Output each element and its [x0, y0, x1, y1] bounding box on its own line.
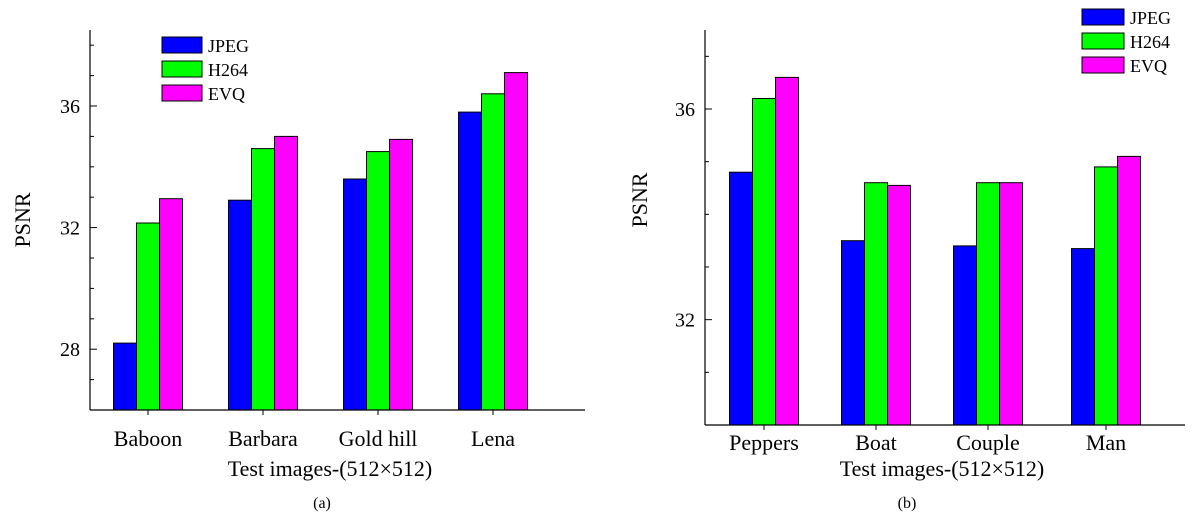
- bar-barbara-evq: [274, 135, 298, 411]
- y-tick-label-32: 32: [675, 310, 695, 332]
- x-axis-label: Test images-(512×512): [840, 456, 1045, 481]
- bar-boat-jpeg: [841, 240, 865, 426]
- bar-man-jpeg: [1071, 248, 1095, 426]
- bar-lena-evq: [504, 72, 528, 411]
- panel-label: (b): [898, 495, 917, 512]
- panel-label: (a): [313, 495, 331, 512]
- y-axis-label: PSNR: [10, 192, 35, 247]
- bar-boat-h264: [864, 182, 888, 426]
- bar-lena-jpeg: [458, 111, 482, 411]
- bar-baboon-jpeg: [113, 342, 137, 411]
- y-tick-label-36: 36: [675, 99, 695, 121]
- legend-swatch-h264: [1081, 32, 1125, 50]
- legend-swatch-evq: [161, 84, 203, 102]
- category-label-boat: Boat: [855, 430, 897, 455]
- legend-label-h264: H264: [1130, 32, 1170, 52]
- chart-b: Peppers Boat Couple Man 32 36 Test images-(512…: [627, 8, 1185, 512]
- legend-swatch-jpeg: [161, 36, 203, 54]
- bar-baboon-evq: [159, 198, 183, 411]
- bar-boat-evq: [887, 184, 911, 426]
- legend-label-jpeg: JPEG: [208, 36, 249, 56]
- bar-peppers-jpeg: [729, 171, 753, 426]
- category-label-peppers: Peppers: [729, 430, 799, 455]
- bar-peppers-evq: [775, 76, 799, 426]
- bar-barbara-jpeg: [228, 199, 252, 411]
- category-label-gold-hill: Gold hill: [339, 426, 418, 451]
- bar-man-h264: [1094, 166, 1118, 426]
- legend-label-evq: EVQ: [1130, 56, 1167, 76]
- category-label-couple: Couple: [956, 430, 1020, 455]
- legend-label-evq: EVQ: [208, 84, 245, 104]
- bar-couple-h264: [976, 182, 1000, 426]
- bar-couple-jpeg: [953, 245, 977, 426]
- category-label-lena: Lena: [471, 426, 515, 451]
- bar-baboon-h264: [136, 222, 160, 411]
- bar-barbara-h264: [251, 148, 275, 411]
- legend-swatch-jpeg: [1081, 8, 1125, 26]
- bar-gold-hill-evq: [389, 138, 413, 411]
- x-axis-label: Test images-(512×512): [228, 456, 433, 481]
- y-tick-label-32: 32: [60, 218, 80, 240]
- bar-man-evq: [1117, 155, 1141, 426]
- y-axis-label: PSNR: [627, 172, 652, 227]
- legend-swatch-evq: [1081, 56, 1125, 74]
- legend-label-jpeg: JPEG: [1130, 8, 1171, 28]
- category-label-barbara: Barbara: [228, 426, 298, 451]
- bar-lena-h264: [481, 93, 505, 411]
- legend-swatch-h264: [161, 60, 203, 78]
- bar-gold-hill-jpeg: [343, 178, 367, 411]
- category-label-man: Man: [1086, 430, 1126, 455]
- y-tick-label-28: 28: [60, 339, 80, 361]
- bar-couple-evq: [999, 182, 1023, 426]
- chart-a: Baboon Barbara Gold hill Lena 28 32 36 Test ima…: [10, 30, 585, 512]
- bar-peppers-h264: [752, 98, 776, 426]
- bar-gold-hill-h264: [366, 151, 390, 411]
- category-label-baboon: Baboon: [114, 426, 182, 451]
- y-tick-label-36: 36: [60, 96, 80, 118]
- legend-label-h264: H264: [208, 60, 248, 80]
